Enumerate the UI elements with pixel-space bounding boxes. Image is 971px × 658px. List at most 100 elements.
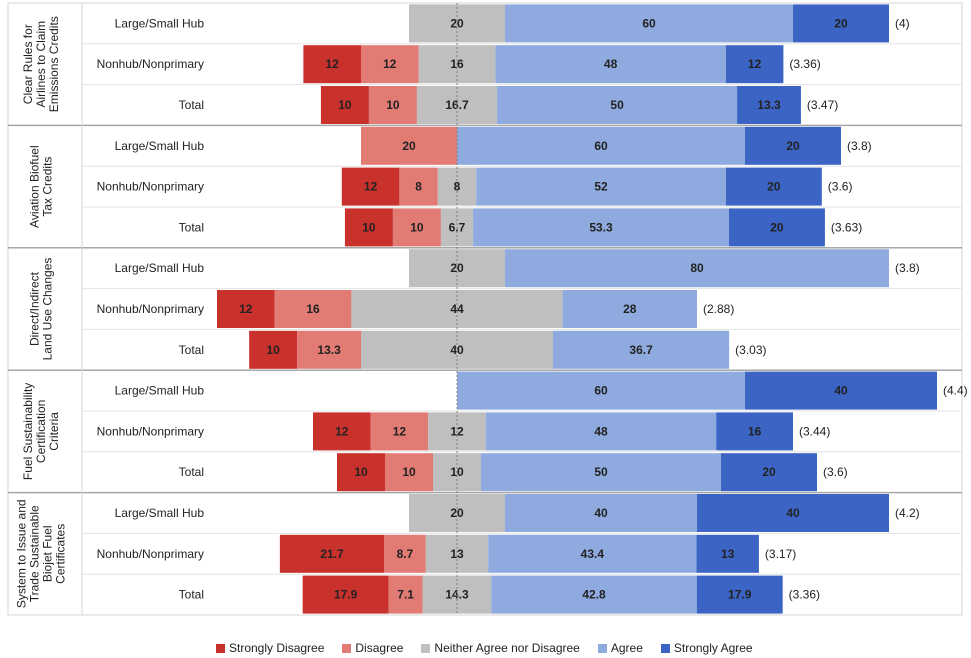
data-label-disagree: 8.7 <box>397 547 414 561</box>
data-label-strongly-agree: 20 <box>762 465 776 479</box>
data-label-strongly-disagree: 10 <box>362 220 376 234</box>
mean-score-label: (4.2) <box>895 506 920 520</box>
bar-segment-strongly-agree <box>725 45 784 84</box>
data-label-strongly-agree: 20 <box>770 220 784 234</box>
mean-score-label: (3.36) <box>789 588 820 602</box>
legend-item-disagree: Disagree <box>342 641 403 655</box>
bar-segment-agree <box>505 494 697 532</box>
chart-legend: Strongly Disagree Disagree Neither Agree… <box>216 640 753 656</box>
data-label-strongly-disagree: 17.9 <box>334 588 358 602</box>
mean-score-label: (4.4) <box>943 384 968 398</box>
data-label-strongly-disagree: 10 <box>266 343 280 357</box>
bar-segment-strongly-agree <box>793 4 889 43</box>
bar-segment-neutral <box>425 534 489 573</box>
legend-label-disagree: Disagree <box>355 641 404 655</box>
bar-segment-agree <box>495 45 726 84</box>
legend-item-strongly-disagree: Strongly Disagree <box>216 641 324 655</box>
mean-score-label: (3.8) <box>895 261 920 275</box>
row-label: Total <box>179 465 204 479</box>
legend-swatch-neutral <box>421 643 431 653</box>
bar-segment-strongly-agree <box>696 534 759 573</box>
row-label: Nonhub/Nonprimary <box>97 547 204 561</box>
bar-segment-strongly-disagree <box>303 45 361 84</box>
data-label-strongly-agree: 40 <box>786 506 800 520</box>
data-label-neutral: 40 <box>450 343 464 357</box>
data-label-disagree: 20 <box>402 139 416 153</box>
data-label-agree: 42.8 <box>582 588 606 602</box>
group-label: Clear Rules forAirlines to ClaimEmission… <box>21 16 61 112</box>
group-label: Aviation BiofuelTax Credits <box>28 145 55 228</box>
row-label: Total <box>179 220 204 234</box>
data-label-disagree: 12 <box>383 57 397 71</box>
data-label-neutral: 13 <box>450 547 464 561</box>
mean-score-label: (4) <box>895 16 910 30</box>
bar-segment-agree <box>491 575 697 614</box>
data-label-agree: 60 <box>594 139 608 153</box>
data-label-strongly-agree: 12 <box>748 57 762 71</box>
data-label-disagree: 13.3 <box>317 343 341 357</box>
group-label: Direct/IndirectLand Use Changes <box>28 258 55 361</box>
bar-segment-strongly-disagree <box>279 534 385 573</box>
bar-segment-strongly-agree <box>696 575 783 614</box>
chart-frame <box>7 2 963 616</box>
data-label-strongly-disagree: 12 <box>239 302 253 316</box>
legend-label-strongly-disagree: Strongly Disagree <box>229 641 325 655</box>
bar-segment-agree <box>488 534 697 573</box>
legend-item-agree: Agree <box>597 641 643 655</box>
bar-segment-strongly-agree <box>737 86 801 124</box>
data-label-strongly-disagree: 12 <box>364 180 378 194</box>
data-label-agree: 43.4 <box>581 547 605 561</box>
bar-segment-agree <box>473 208 729 247</box>
data-label-agree: 50 <box>610 98 624 112</box>
data-label-agree: 52 <box>594 180 608 194</box>
legend-label-neutral: Neither Agree nor Disagree <box>434 641 580 655</box>
legend-swatch-strongly-agree <box>660 643 670 653</box>
data-label-strongly-agree: 17.9 <box>728 588 752 602</box>
row-label: Nonhub/Nonprimary <box>97 424 204 438</box>
bar-segment-agree <box>553 330 730 369</box>
bar-segment-disagree <box>274 290 352 328</box>
bar-segment-disagree <box>297 330 361 369</box>
data-label-agree: 80 <box>690 261 704 275</box>
data-label-agree: 36.7 <box>629 343 653 357</box>
mean-score-label: (3.44) <box>799 424 830 438</box>
data-label-agree: 48 <box>604 57 618 71</box>
bar-segment-strongly-agree <box>728 208 825 247</box>
bar-segment-neutral <box>361 330 553 369</box>
bar-segment-agree <box>497 86 738 124</box>
bar-segment-agree <box>505 4 793 43</box>
data-label-disagree: 16 <box>306 302 320 316</box>
bar-segment-disagree <box>384 534 426 573</box>
legend-item-strongly-agree: Strongly Agree <box>660 641 753 655</box>
data-label-agree: 53.3 <box>589 220 613 234</box>
data-label-neutral: 14.3 <box>445 588 469 602</box>
data-label-agree: 40 <box>594 506 608 520</box>
data-label-strongly-disagree: 10 <box>338 98 352 112</box>
data-label-neutral: 8 <box>454 180 461 194</box>
bar-segment-agree <box>457 126 745 165</box>
legend-label-agree: Agree <box>610 641 643 655</box>
data-label-agree: 60 <box>594 384 608 398</box>
bar-segment-strongly-disagree <box>320 86 369 124</box>
legend-swatch-strongly-disagree <box>216 643 225 653</box>
row-label: Nonhub/Nonprimary <box>97 302 204 316</box>
bar-segment-strongly-disagree <box>302 575 389 614</box>
legend-label-strongly-agree: Strongly Agree <box>673 641 753 655</box>
bar-segment-disagree <box>385 453 433 492</box>
row-label: Nonhub/Nonprimary <box>97 180 204 194</box>
row-label: Large/Small Hub <box>115 139 205 153</box>
mean-score-label: (3.47) <box>807 98 838 112</box>
data-label-strongly-agree: 16 <box>748 424 762 438</box>
legend-item-neutral: Neither Agree nor Disagree <box>421 641 580 655</box>
row-label: Large/Small Hub <box>115 261 205 275</box>
bar-segment-agree <box>457 371 745 410</box>
data-label-strongly-agree: 20 <box>767 180 781 194</box>
bar-segment-disagree <box>368 86 417 124</box>
mean-score-label: (3.63) <box>831 220 862 234</box>
mean-score-label: (3.36) <box>789 57 820 71</box>
bar-segment-strongly-agree <box>745 371 937 410</box>
row-label: Total <box>179 343 204 357</box>
bar-segment-agree <box>485 412 717 451</box>
mean-score-label: (3.6) <box>823 465 848 479</box>
data-label-strongly-agree: 20 <box>834 16 848 30</box>
